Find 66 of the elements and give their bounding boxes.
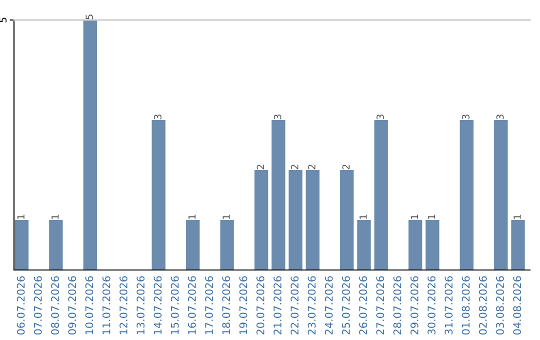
data-label: 1: [410, 214, 418, 219]
x-tick-label: 23.07.2026: [308, 276, 316, 334]
bar: [511, 220, 525, 270]
data-label: 3: [274, 114, 282, 120]
data-label: 2: [291, 164, 298, 170]
x-tick-label: 06.07.2026: [16, 276, 25, 335]
data-label: 1: [52, 214, 59, 219]
bar: [408, 220, 422, 270]
data-label: 3: [496, 114, 504, 120]
bar: [152, 120, 166, 270]
data-label: 3: [154, 114, 162, 120]
bar: [306, 170, 320, 270]
data-label: 1: [514, 214, 521, 219]
data-label: 2: [256, 164, 264, 170]
data-label: 3: [376, 114, 384, 120]
bar: [374, 120, 388, 270]
x-tick-label: 16.07.2026: [188, 276, 196, 334]
bar: [14, 220, 29, 270]
data-label: 2: [308, 164, 316, 170]
x-tick-label: 03.08.2026: [496, 276, 504, 335]
x-tick-label: 02.08.2026: [478, 276, 487, 335]
bar: [426, 220, 440, 270]
data-label: 1: [17, 214, 24, 219]
bar: [288, 170, 302, 270]
x-tick-label: 22.07.2026: [290, 276, 299, 334]
bar: [494, 120, 508, 270]
x-tick-label: 28.07.2026: [393, 276, 402, 334]
x-tick-label: 29.07.2026: [410, 276, 418, 334]
x-tick-label: 25.07.2026: [342, 276, 350, 334]
x-tick-label: 10.07.2026: [85, 276, 94, 334]
data-label: 5: [86, 14, 93, 20]
bar: [357, 220, 371, 270]
x-tick-label: 17.07.2026: [205, 276, 213, 334]
data-label: 1: [360, 214, 367, 219]
x-tick-label: 21.07.2026: [274, 276, 282, 334]
x-tick-label: 12.07.2026: [120, 276, 128, 334]
data-label: 1: [222, 214, 230, 219]
x-tick-label: 04.08.2026: [513, 276, 522, 335]
data-label: 1: [428, 214, 436, 219]
x-tick-label: 13.07.2026: [136, 276, 145, 334]
bar: [254, 170, 268, 270]
x-tick-label: 11.07.2026: [102, 276, 110, 334]
data-label: 2: [342, 164, 350, 170]
x-tick-label: 31.07.2026: [444, 276, 453, 334]
x-tick-label: 30.07.2026: [428, 276, 436, 334]
x-tick-label: 19.07.2026: [239, 276, 248, 334]
x-tick-label: 08.07.2026: [51, 276, 59, 335]
x-tick-label: 18.07.2026: [222, 276, 230, 334]
x-tick-label: 26.07.2026: [359, 276, 368, 334]
x-tick-label: 27.07.2026: [376, 276, 384, 334]
x-tick-label: 20.07.2026: [256, 276, 264, 334]
bar: [220, 220, 234, 270]
bar: [340, 170, 354, 270]
x-tick-label: 01.08.2026: [462, 276, 470, 335]
data-label: 1: [188, 214, 196, 219]
x-tick-label: 24.07.2026: [324, 276, 333, 334]
data-label: 3: [462, 114, 470, 120]
bar: [460, 120, 474, 270]
x-tick-label: 15.07.2026: [170, 276, 179, 334]
bar: [186, 220, 200, 270]
bar: [83, 20, 98, 270]
x-tick-label: 14.07.2026: [154, 276, 162, 334]
x-tick-label: 07.07.2026: [34, 276, 42, 335]
bar: [272, 120, 286, 270]
x-tick-label: 09.07.2026: [68, 276, 76, 335]
bar: [49, 220, 63, 270]
